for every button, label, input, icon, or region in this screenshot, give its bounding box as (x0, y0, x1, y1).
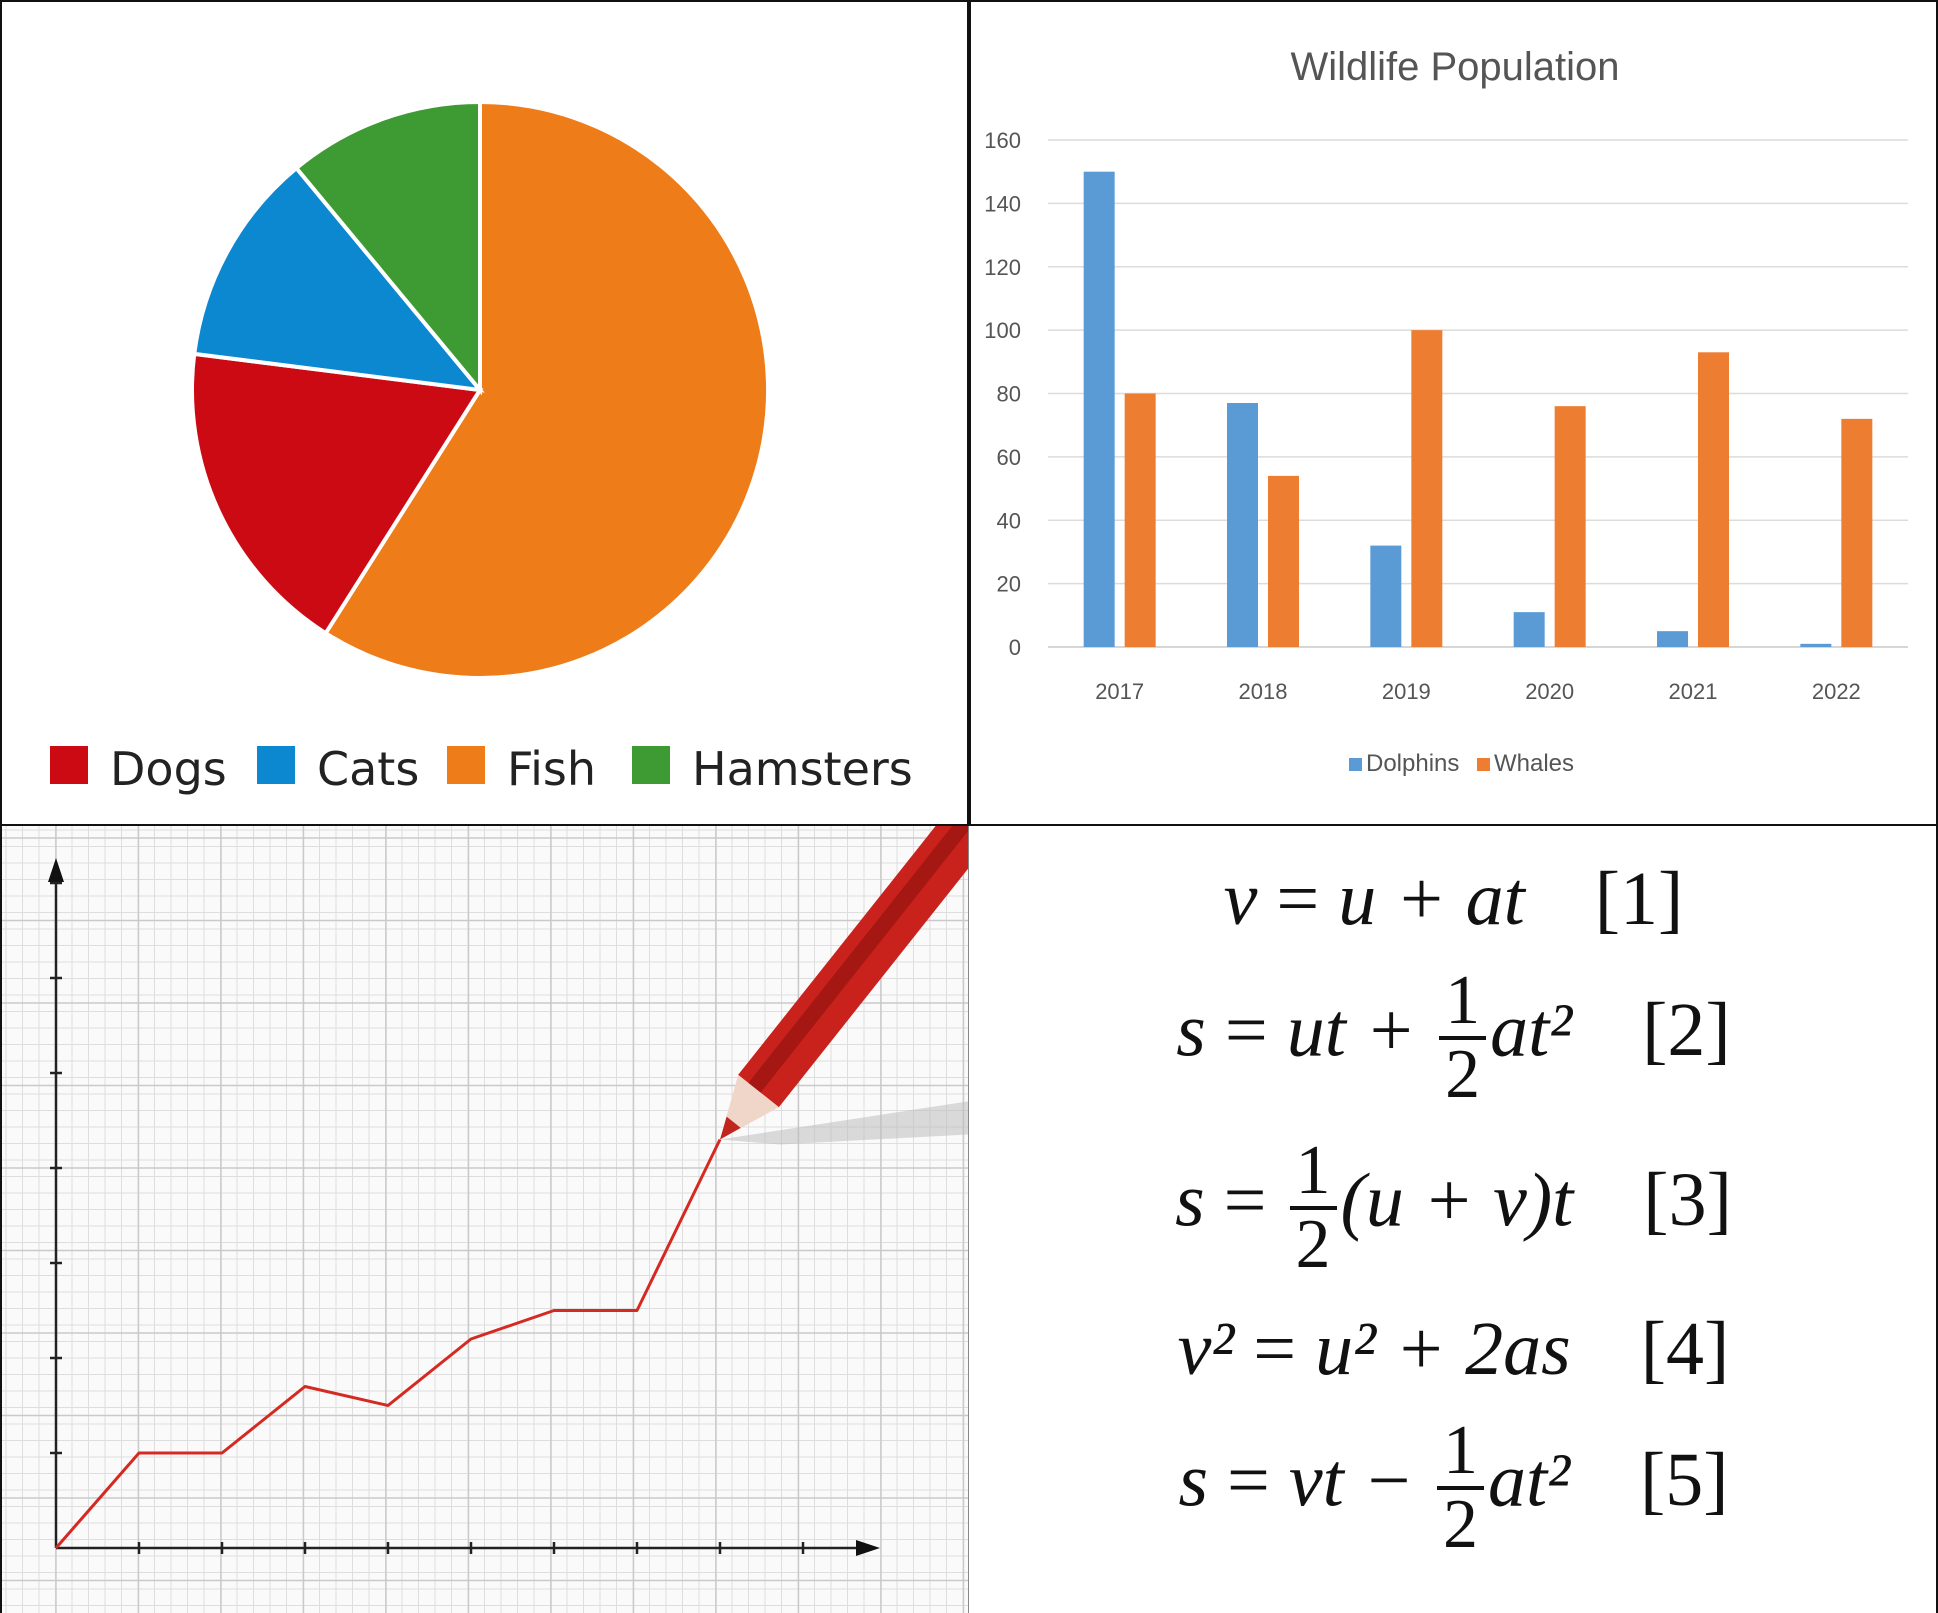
legend-label-fish: Fish (507, 742, 596, 796)
legend-swatch-hamsters (632, 746, 670, 784)
bar-chart-title: Wildlife Population (1290, 45, 1619, 89)
x-tick-label: 2021 (1669, 679, 1718, 704)
x-tick-label: 2019 (1382, 679, 1431, 704)
line-graph-panel (0, 826, 969, 1613)
y-axis-arrow-icon (48, 858, 64, 882)
legend-label-dogs: Dogs (110, 742, 227, 796)
bar-dolphins-2022 (1800, 643, 1832, 647)
y-tick-label: 0 (1009, 635, 1021, 660)
pie-chart-panel: Dogs Cats Fish Hamsters (0, 0, 969, 826)
bar-chart: Wildlife Population 0 20 40 60 80 100 120 140 160… (984, 45, 1908, 777)
y-tick-label: 160 (984, 128, 1021, 153)
y-tick-label: 140 (984, 191, 1021, 216)
legend-label-hamsters: Hamsters (692, 742, 913, 796)
pencil-lead (720, 1116, 741, 1140)
y-tick-label: 20 (997, 572, 1021, 597)
bar-dolphins-2020 (1513, 612, 1545, 647)
equation-3: s = 1 2 (u + v)t [3] (1175, 1132, 1732, 1283)
y-tick-label: 100 (984, 318, 1021, 343)
bar-whales-2021 (1698, 352, 1729, 647)
equation-1: v = u + at [1] (1223, 857, 1684, 941)
bar-whales-2019 (1411, 330, 1443, 647)
x-axis-arrow-icon (856, 1540, 880, 1556)
legend-swatch-fish (447, 746, 485, 784)
pencil-icon (720, 826, 968, 1145)
equations-panel: v = u + at [1] s = ut + 1 2 at² [2] s = 1 2 (u… (969, 826, 1938, 1613)
legend-label-dolphins: Dolphins (1366, 750, 1459, 777)
y-tick-label: 60 (997, 445, 1021, 470)
y-tick-label: 80 (997, 382, 1021, 407)
bar-chart-panel: Wildlife Population 0 20 40 60 80 100 120 140 160… (969, 0, 1938, 826)
x-tick-label: 2022 (1812, 679, 1861, 704)
x-tick-label: 2018 (1239, 679, 1288, 704)
line-graph (2, 826, 968, 1613)
pie-slice-fish (322, 99, 770, 680)
y-tick-label: 40 (997, 508, 1021, 533)
pencil-shadow (720, 1079, 968, 1145)
legend-label-cats: Cats (317, 742, 419, 796)
pie-slice-cats (192, 165, 485, 393)
bar-dolphins-2018 (1227, 403, 1258, 647)
equation-5: s = vt − 1 2 at² [5] (1178, 1412, 1729, 1563)
legend-swatch-whales (1477, 758, 1490, 771)
x-tick-label: 2017 (1095, 679, 1144, 704)
pie-chart: Dogs Cats Fish Hamsters (50, 99, 913, 796)
equation-4: v² = u² + 2as [4] (1177, 1307, 1730, 1391)
legend-label-whales: Whales (1494, 750, 1574, 777)
bar-whales-2017 (1124, 393, 1156, 647)
pie-slice-hamsters (293, 99, 482, 396)
legend-swatch-dolphins (1349, 758, 1362, 771)
bar-whales-2020 (1554, 406, 1586, 647)
legend-swatch-dogs (50, 746, 88, 784)
bar-whales-2022 (1841, 418, 1873, 647)
y-tick-label: 120 (984, 255, 1021, 280)
bar-dolphins-2017 (1083, 171, 1115, 647)
bar-dolphins-2019 (1370, 545, 1402, 647)
bar-dolphins-2021 (1657, 631, 1688, 647)
pencil-body-shade (748, 826, 968, 1093)
bar-whales-2018 (1268, 475, 1299, 647)
equation-2: s = ut + 1 2 at² [2] (1176, 962, 1731, 1113)
pie-slice-dogs (190, 351, 484, 636)
legend-swatch-cats (257, 746, 295, 784)
x-tick-label: 2020 (1525, 679, 1574, 704)
